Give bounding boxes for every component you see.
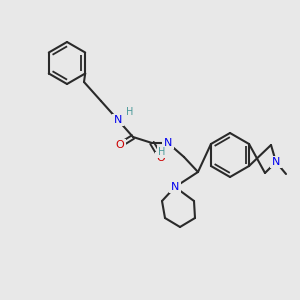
Text: O: O bbox=[116, 140, 124, 150]
Text: N: N bbox=[164, 138, 172, 148]
Text: N: N bbox=[272, 157, 280, 167]
Text: O: O bbox=[157, 153, 165, 163]
Text: H: H bbox=[158, 147, 166, 157]
Text: N: N bbox=[171, 182, 179, 192]
Text: H: H bbox=[126, 107, 134, 117]
Text: N: N bbox=[114, 115, 122, 125]
